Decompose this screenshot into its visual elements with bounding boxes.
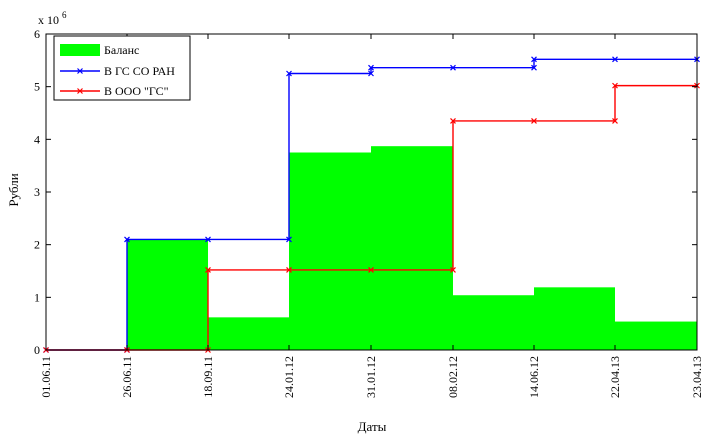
x-tick-label: 08.02.12 (446, 356, 460, 398)
balance-bar (127, 239, 208, 350)
y-multiplier-exp: 6 (62, 10, 67, 20)
balance-bar (534, 287, 615, 350)
series-point-1 (205, 236, 211, 243)
series-point-1 (286, 70, 292, 77)
x-tick-label: 01.06.11 (39, 356, 53, 398)
series-point-2 (450, 267, 456, 273)
series-point-1 (368, 70, 374, 77)
y-tick-label: 5 (34, 80, 40, 94)
x-axis-title: Даты (358, 419, 387, 434)
balance-bar (208, 317, 289, 350)
legend-label: В ГС СО РАН (104, 64, 175, 78)
legend: Баланс В ГС СО РАН В ООО "ГС" (53, 35, 191, 101)
y-tick-label: 3 (34, 185, 40, 199)
balance-bar (615, 321, 697, 350)
series-point-1 (531, 64, 537, 71)
series-point-2 (531, 117, 537, 124)
x-tick-label: 26.06.11 (120, 356, 134, 398)
legend-swatch-balance (60, 44, 100, 56)
legend-marker-1 (77, 68, 83, 74)
x-tick-label: 22.04.13 (608, 356, 622, 398)
series-point-2 (612, 117, 618, 124)
x-tick-label: 23.04.13 (690, 356, 704, 398)
series-point-1 (124, 236, 130, 243)
y-multiplier-base: x 10 (38, 13, 59, 27)
balance-bars (127, 146, 697, 350)
y-tick-label: 0 (34, 343, 40, 357)
series-point-1 (450, 64, 456, 71)
y-tick-label: 1 (34, 290, 40, 304)
series-point-1 (368, 64, 374, 71)
legend-label: Баланс (104, 43, 139, 57)
series-point-2 (368, 267, 374, 273)
y-tick-label: 2 (34, 238, 40, 252)
y-tick-label: 6 (34, 27, 40, 41)
x-tick-label: 24.01.12 (282, 356, 296, 398)
x-tick-label: 18.09.11 (201, 356, 215, 398)
x-tick-label: 31.01.12 (364, 356, 378, 398)
series-point-2 (205, 267, 211, 273)
series-point-1 (531, 56, 537, 63)
legend-label: В ООО "ГС" (104, 84, 169, 98)
y-tick-label: 4 (34, 132, 40, 146)
balance-bar (289, 152, 371, 350)
series-point-2 (286, 267, 292, 273)
legend-marker-2 (77, 88, 83, 94)
x-tick-label: 14.06.12 (527, 356, 541, 398)
series-point-1 (286, 236, 292, 243)
series-point-2 (450, 117, 456, 124)
series-point-1 (612, 56, 618, 63)
axes: 0 1 2 3 4 5 6 01.06.11 26.06.11 18.09.11 24.01.12 3… (34, 27, 704, 398)
balance-bar (371, 146, 453, 350)
y-axis-title: Рубли (6, 173, 21, 206)
balance-bar (453, 295, 534, 350)
y-multiplier: x 10 6 (38, 10, 67, 27)
series-point-2 (612, 82, 618, 89)
